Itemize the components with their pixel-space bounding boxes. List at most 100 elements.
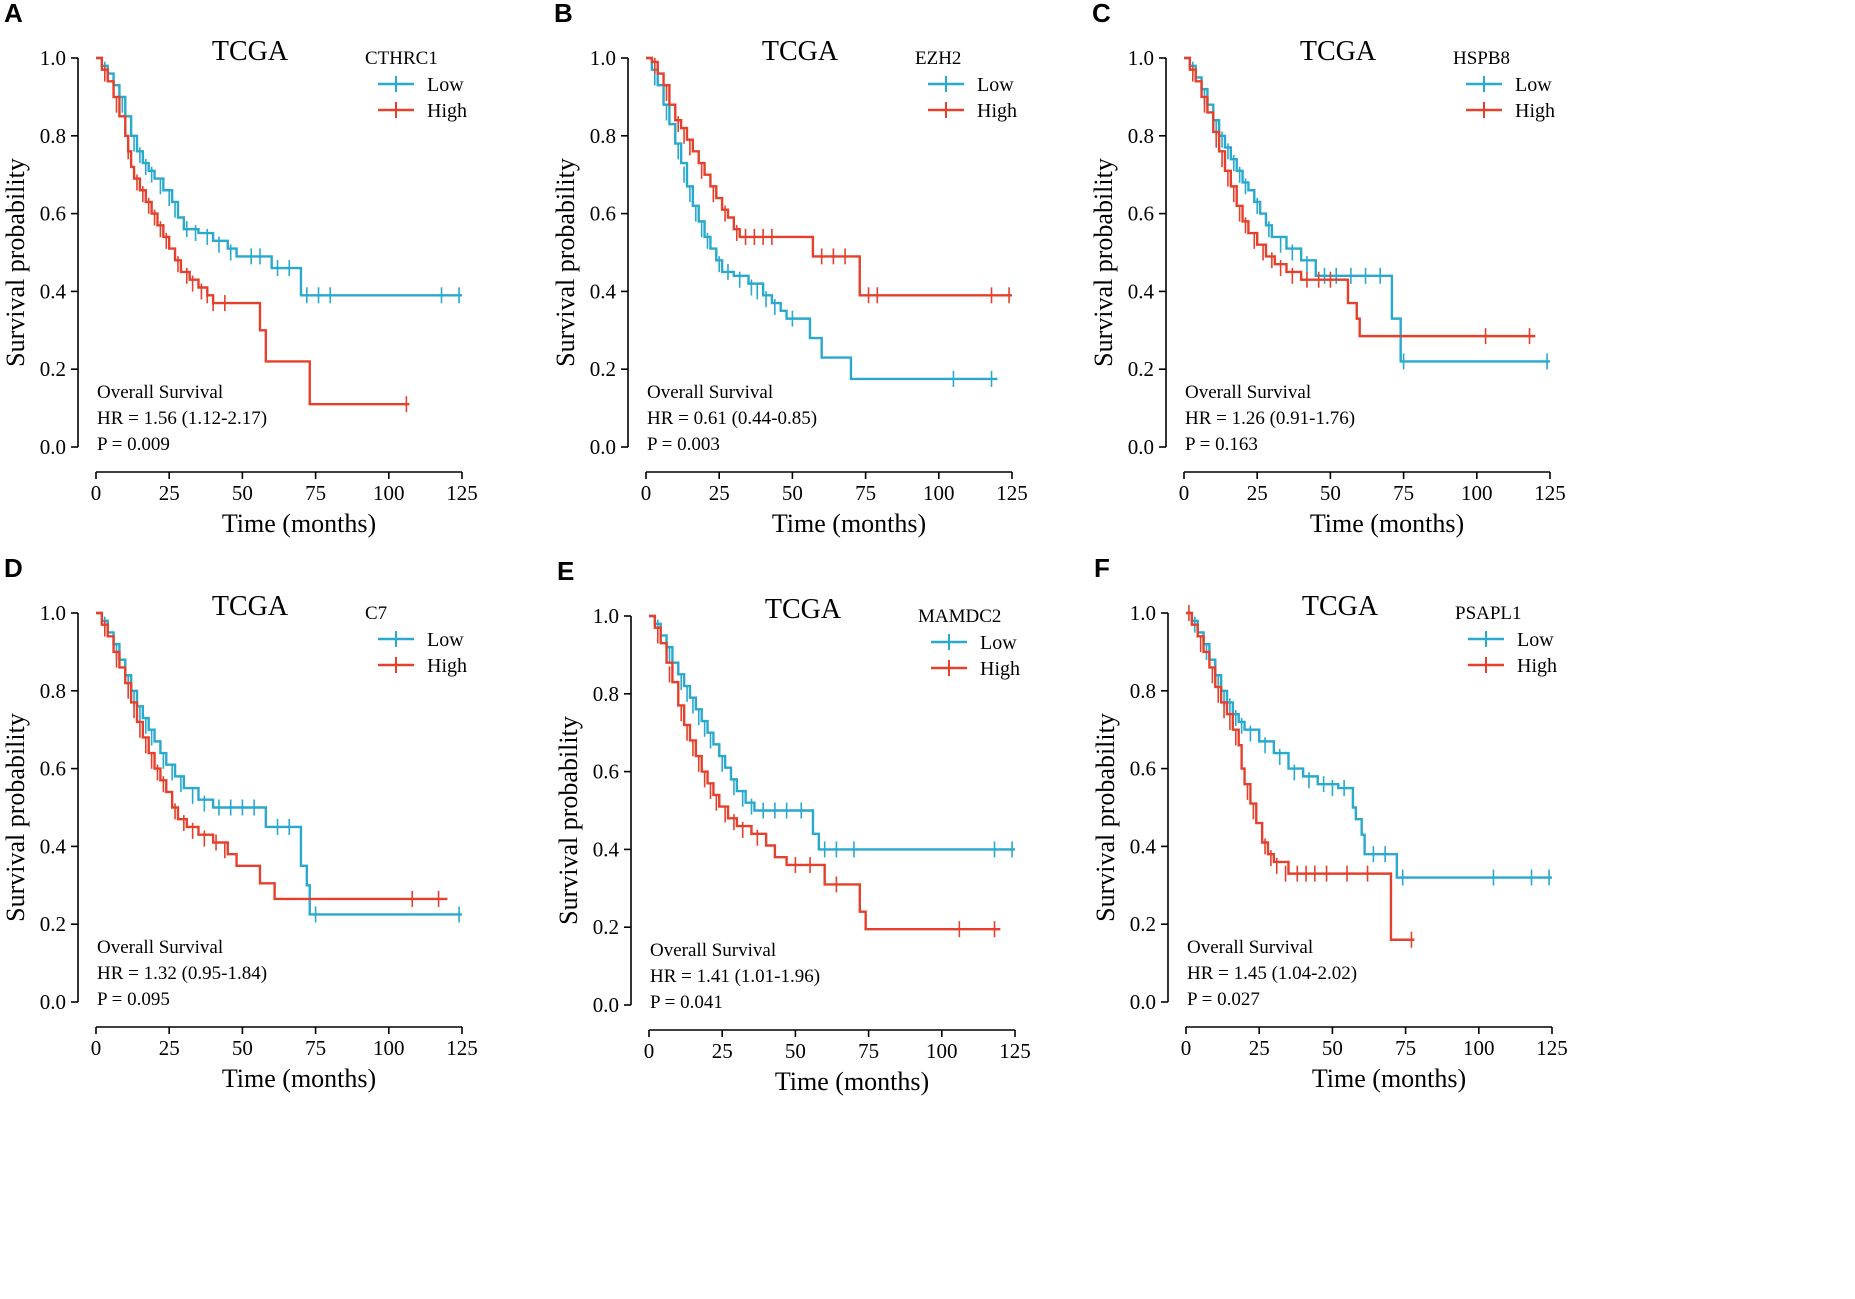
- y-tick-label: 0.2: [593, 915, 619, 939]
- chart-panel-c: C 0.0 0.2 0.4 0.6 0.8 1.0 0 25 50 75 100 125 Time (mo…: [1089, 0, 1566, 538]
- x-axis-label: Time (months): [222, 1064, 376, 1093]
- legend-label-high: High: [980, 658, 1020, 680]
- x-tick-label: 25: [159, 1036, 180, 1060]
- y-tick-label: 0.2: [40, 357, 66, 381]
- panel-letter: A: [4, 0, 23, 28]
- x-tick-label: 100: [373, 481, 405, 505]
- chart-panel-b: B 0.0 0.2 0.4 0.6 0.8 1.0 0 25 50 75 100 125 Time (mo…: [551, 0, 1028, 538]
- y-axis-label: Survival probability: [1, 158, 30, 367]
- y-tick-label: 0.0: [1130, 990, 1156, 1014]
- y-tick-label: 0.8: [40, 124, 66, 148]
- x-tick-label: 50: [782, 481, 803, 505]
- y-tick-label: 0.0: [40, 435, 66, 459]
- stat-line: P = 0.003: [647, 434, 720, 455]
- stat-line: P = 0.163: [1185, 434, 1258, 455]
- stat-line: HR = 1.45 (1.04-2.02): [1187, 963, 1357, 984]
- x-tick-label: 125: [999, 1039, 1031, 1063]
- stat-line: Overall Survival: [97, 937, 223, 958]
- x-tick-label: 0: [91, 481, 102, 505]
- y-tick-label: 0.6: [590, 202, 616, 226]
- plot-title: TCGA: [212, 36, 289, 67]
- plot-title: TCGA: [1302, 591, 1379, 622]
- panel-letter: C: [1092, 0, 1111, 28]
- plot-title: TCGA: [762, 36, 839, 67]
- x-tick-label: 75: [1395, 1036, 1416, 1060]
- plot-title: TCGA: [1300, 36, 1377, 67]
- x-tick-label: 100: [373, 1036, 405, 1060]
- y-axis-label: Survival probability: [1089, 158, 1118, 367]
- panel-letter: F: [1094, 553, 1110, 583]
- x-tick-label: 0: [641, 481, 652, 505]
- y-tick-label: 0.0: [590, 435, 616, 459]
- y-tick-label: 0.2: [590, 357, 616, 381]
- y-tick-label: 1.0: [1130, 601, 1156, 625]
- legend-label-low: Low: [1515, 74, 1552, 96]
- legend-label-low: Low: [427, 629, 464, 651]
- stat-line: Overall Survival: [97, 382, 223, 403]
- y-tick-label: 1.0: [593, 604, 619, 628]
- x-tick-label: 0: [1179, 481, 1190, 505]
- legend-label-low: Low: [977, 74, 1014, 96]
- y-tick-label: 0.4: [1128, 279, 1155, 303]
- x-tick-label: 125: [446, 1036, 478, 1060]
- chart-panel-d: D 0.0 0.2 0.4 0.6 0.8 1.0 0 25 50 75 100 125 Time (mo…: [1, 553, 478, 1093]
- panel-letter: D: [4, 553, 23, 583]
- x-tick-label: 75: [858, 1039, 879, 1063]
- y-tick-label: 0.0: [1128, 435, 1154, 459]
- y-tick-label: 0.4: [40, 279, 67, 303]
- stat-line: Overall Survival: [650, 940, 776, 961]
- x-tick-label: 25: [159, 481, 180, 505]
- x-axis-label: Time (months): [222, 509, 376, 538]
- stat-line: HR = 1.41 (1.01-1.96): [650, 966, 820, 987]
- y-tick-label: 1.0: [40, 601, 66, 625]
- x-tick-label: 125: [446, 481, 478, 505]
- survival-curve-high: [96, 56, 410, 406]
- y-tick-label: 0.2: [40, 912, 66, 936]
- y-tick-label: 0.4: [590, 279, 617, 303]
- y-tick-label: 0.6: [1128, 202, 1154, 226]
- y-tick-label: 0.6: [1130, 757, 1156, 781]
- stat-line: P = 0.027: [1187, 989, 1260, 1010]
- stat-line: HR = 1.26 (0.91-1.76): [1185, 408, 1355, 429]
- survival-curve-low: [1186, 611, 1552, 879]
- stat-line: HR = 0.61 (0.44-0.85): [647, 408, 817, 429]
- legend-label-low: Low: [427, 74, 464, 96]
- y-axis-label: Survival probability: [1091, 713, 1120, 922]
- panel-letter: B: [554, 0, 573, 28]
- stat-line: Overall Survival: [647, 382, 773, 403]
- x-tick-label: 25: [1249, 1036, 1270, 1060]
- y-tick-label: 0.2: [1130, 912, 1156, 936]
- y-axis-label: Survival probability: [551, 158, 580, 367]
- y-tick-label: 0.2: [1128, 357, 1154, 381]
- plot-title: TCGA: [212, 591, 289, 622]
- y-tick-label: 0.4: [593, 837, 620, 861]
- survival-curve-high: [649, 614, 1001, 931]
- y-tick-label: 0.8: [590, 124, 616, 148]
- legend-label-high: High: [1515, 100, 1555, 122]
- stat-line: HR = 1.56 (1.12-2.17): [97, 408, 267, 429]
- y-tick-label: 0.6: [40, 757, 66, 781]
- x-tick-label: 75: [305, 1036, 326, 1060]
- y-tick-label: 0.0: [593, 993, 619, 1017]
- x-axis-label: Time (months): [1310, 509, 1464, 538]
- y-tick-label: 0.6: [593, 760, 619, 784]
- y-tick-label: 0.6: [40, 202, 66, 226]
- survival-curve-low: [96, 611, 462, 916]
- x-tick-label: 25: [712, 1039, 733, 1063]
- legend-title: MAMDC2: [918, 606, 1001, 627]
- x-tick-label: 100: [926, 1039, 958, 1063]
- survival-curve-low: [646, 56, 998, 381]
- y-tick-label: 1.0: [590, 46, 616, 70]
- stat-line: Overall Survival: [1185, 382, 1311, 403]
- y-tick-label: 0.0: [40, 990, 66, 1014]
- x-tick-label: 75: [305, 481, 326, 505]
- legend-title: PSAPL1: [1455, 603, 1522, 624]
- y-tick-label: 1.0: [40, 46, 66, 70]
- x-tick-label: 25: [1247, 481, 1268, 505]
- y-tick-label: 0.8: [1130, 679, 1156, 703]
- x-tick-label: 125: [1536, 1036, 1568, 1060]
- x-tick-label: 50: [785, 1039, 806, 1063]
- survival-curve-high: [1184, 56, 1536, 338]
